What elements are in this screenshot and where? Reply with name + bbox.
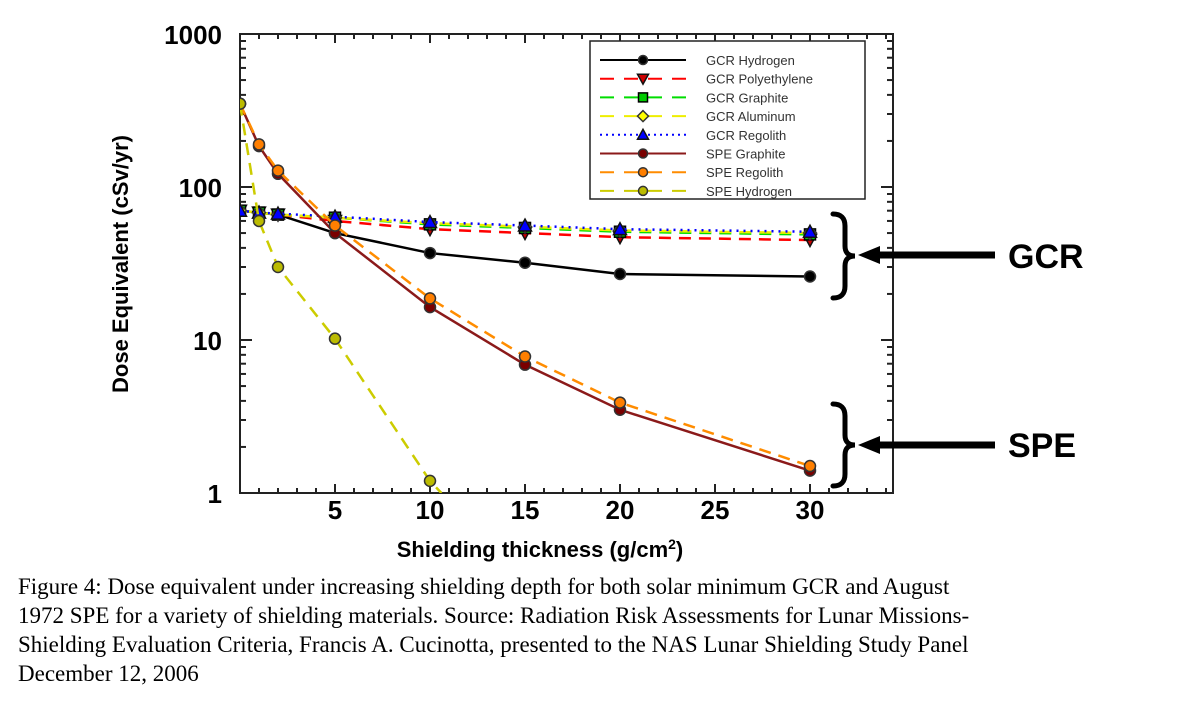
y-tick-label: 1000 bbox=[164, 20, 222, 50]
data-point-spe-hydrogen bbox=[423, 474, 437, 488]
caption-line: Figure 4: Dose equivalent under increasi… bbox=[18, 574, 950, 599]
spe-label: SPE bbox=[1008, 427, 1076, 465]
data-point-spe-regolith bbox=[423, 292, 437, 305]
dose-equivalent-chart: 5 10 15 20 25 30 1 10 100 1000 GCR Hydrogen GCR Po… bbox=[108, 20, 1084, 562]
data-point-spe-hydrogen bbox=[271, 260, 285, 274]
data-point-spe-regolith bbox=[803, 459, 817, 473]
x-tick-label: 5 bbox=[328, 495, 342, 525]
x-axis-title-sup: 2 bbox=[668, 536, 676, 552]
y-tick-label: 1 bbox=[208, 479, 222, 509]
legend-marker-gcr-aluminum bbox=[636, 109, 650, 123]
axes: 5 10 15 20 25 30 1 10 100 1000 bbox=[164, 20, 894, 525]
legend-label-spe-regolith: SPE Regolith bbox=[706, 165, 783, 180]
x-axis-title-main: Shielding thickness (g/cm bbox=[397, 537, 668, 562]
legend-marker-gcr-regolith bbox=[636, 127, 650, 141]
legend-marker-spe-hydrogen bbox=[637, 185, 649, 197]
data-point-gcr-hydrogen bbox=[613, 267, 627, 281]
data-point-gcr-regolith bbox=[612, 221, 628, 236]
legend-label-gcr-aluminum: GCR Aluminum bbox=[706, 109, 796, 124]
x-tick-label: 10 bbox=[416, 495, 445, 525]
legend-label-spe-graphite: SPE Graphite bbox=[706, 147, 786, 162]
series-gcr-regolith bbox=[240, 202, 818, 238]
data-point-gcr-hydrogen bbox=[423, 246, 437, 260]
data-point-gcr-regolith bbox=[517, 217, 533, 232]
legend-marker-spe-regolith bbox=[637, 166, 649, 178]
caption-line: Shielding Evaluation Criteria, Francis A… bbox=[18, 632, 969, 657]
x-tick-label: 20 bbox=[606, 495, 635, 525]
legend-marker-gcr-graphite bbox=[637, 92, 649, 103]
y-axis-title: Dose Equivalent (cSv/yr) bbox=[108, 135, 133, 393]
x-tick-label: 15 bbox=[511, 495, 540, 525]
legend: GCR Hydrogen GCR Polyethylene GCR Graphite… bbox=[589, 40, 866, 200]
data-point-gcr-hydrogen bbox=[518, 256, 532, 269]
x-axis-title-close: ) bbox=[676, 537, 683, 562]
legend-marker-spe-graphite bbox=[637, 148, 649, 159]
annotations: GCR SPE bbox=[830, 211, 1084, 489]
gcr-brace bbox=[830, 211, 856, 301]
series-layer bbox=[240, 97, 818, 493]
gcr-label: GCR bbox=[1008, 238, 1084, 276]
x-tick-label: 25 bbox=[701, 495, 730, 525]
spe-brace bbox=[830, 401, 856, 489]
legend-marker-gcr-polyethylene bbox=[636, 73, 650, 86]
data-point-spe-hydrogen bbox=[240, 97, 247, 111]
data-point-spe-regolith bbox=[613, 396, 627, 409]
data-point-gcr-regolith bbox=[270, 205, 286, 220]
data-point-gcr-hydrogen bbox=[803, 270, 817, 283]
legend-label-spe-hydrogen: SPE Hydrogen bbox=[706, 184, 792, 199]
data-point-spe-regolith bbox=[271, 164, 285, 177]
data-point-spe-regolith bbox=[252, 138, 266, 151]
figure-caption: Figure 4: Dose equivalent under increasi… bbox=[18, 572, 1188, 688]
plot-frame bbox=[239, 33, 894, 494]
data-point-spe-regolith bbox=[328, 219, 342, 232]
caption-line: December 12, 2006 bbox=[18, 661, 199, 686]
legend-label-gcr-graphite: GCR Graphite bbox=[706, 90, 788, 105]
data-point-spe-regolith bbox=[518, 350, 532, 363]
series-spe-regolith bbox=[240, 97, 817, 473]
data-point-gcr-regolith bbox=[802, 223, 818, 238]
data-point-gcr-regolith bbox=[422, 213, 438, 229]
legend-marker-gcr-hydrogen bbox=[637, 54, 649, 66]
legend-label-gcr-polyethylene: GCR Polyethylene bbox=[706, 72, 813, 87]
y-tick-label: 10 bbox=[193, 326, 222, 356]
x-axis-title: Shielding thickness (g/cm2) bbox=[397, 536, 684, 562]
data-point-gcr-regolith bbox=[240, 202, 248, 217]
spe-arrow-head bbox=[858, 436, 880, 454]
data-point-spe-hydrogen bbox=[252, 214, 266, 228]
gcr-arrow-head bbox=[858, 246, 880, 264]
legend-label-gcr-regolith: GCR Regolith bbox=[706, 128, 786, 143]
y-tick-label: 100 bbox=[179, 173, 222, 203]
data-point-spe-hydrogen bbox=[328, 332, 342, 345]
caption-line: 1972 SPE for a variety of shielding mate… bbox=[18, 603, 970, 628]
x-tick-label: 30 bbox=[796, 495, 825, 525]
series-spe-hydrogen bbox=[240, 97, 443, 493]
legend-label-gcr-hydrogen: GCR Hydrogen bbox=[706, 53, 795, 68]
